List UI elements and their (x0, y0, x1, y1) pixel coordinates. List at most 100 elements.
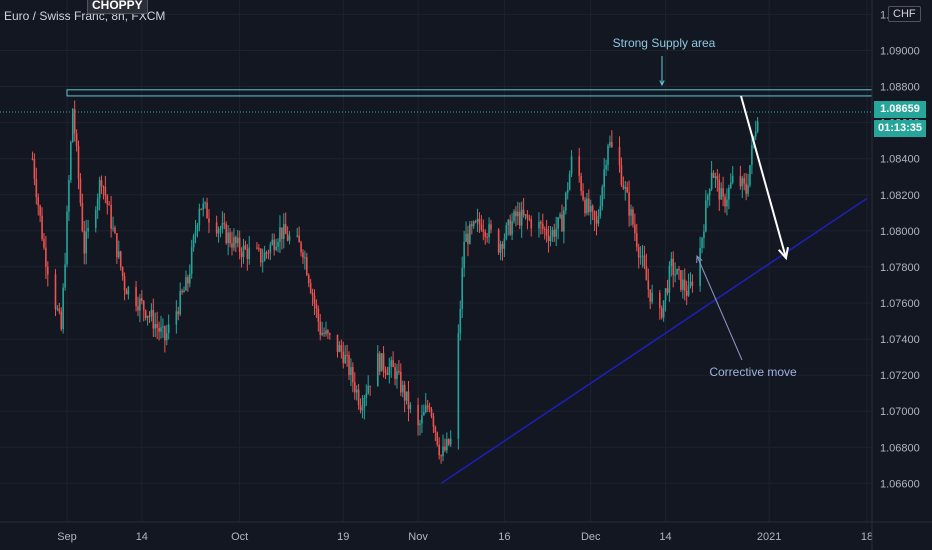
ascending-trendline[interactable] (440, 197, 868, 485)
candle-body (409, 404, 412, 409)
candle-body (555, 228, 558, 237)
supply-zone-rectangle[interactable] (66, 89, 873, 97)
candle-body (488, 224, 490, 238)
candle-body (524, 214, 527, 216)
candle-body (705, 200, 707, 232)
candle-body (530, 219, 533, 229)
candle-body (480, 224, 483, 230)
candle-body (685, 290, 688, 296)
candle-body (329, 333, 331, 335)
candle-body (66, 211, 68, 265)
candle-body (394, 367, 396, 379)
projection-arrow-head (777, 246, 789, 261)
candle-body (672, 258, 675, 275)
candle-body (215, 222, 218, 234)
candle-body (64, 264, 66, 288)
candle-body (367, 385, 369, 394)
candle-body (154, 324, 157, 329)
candle-body (578, 156, 581, 176)
candle-body (267, 252, 270, 254)
x-tick-label: 14 (659, 531, 671, 543)
candle-body (119, 251, 122, 268)
candle-body (31, 158, 34, 160)
candle-body (288, 235, 291, 241)
candle-body (628, 192, 630, 216)
candle-body (378, 353, 381, 372)
candle-body (175, 311, 178, 325)
candle-body (137, 306, 139, 311)
candle-body (79, 178, 82, 203)
candle-body (196, 224, 199, 232)
candle-body (405, 391, 408, 401)
candle-body (369, 385, 371, 387)
candle-body (589, 205, 592, 213)
candle-body (380, 353, 383, 372)
candle-body (703, 231, 705, 239)
choppy-badge: CHOPPY (87, 0, 148, 14)
candle-body (162, 326, 164, 328)
candle-body (150, 309, 153, 317)
candle-body (751, 144, 753, 166)
candle-body (148, 315, 151, 317)
currency-button[interactable]: CHF (888, 6, 921, 22)
candle-body (217, 229, 220, 234)
y-tick-label: 1.09000 (880, 45, 920, 57)
candle-body (434, 426, 437, 433)
candle-body (528, 218, 531, 220)
candle-body (258, 248, 260, 250)
candle-body (444, 446, 446, 451)
candle-body (436, 432, 439, 445)
candle-body (342, 351, 345, 364)
candle-body (599, 206, 602, 216)
candle-body (56, 308, 59, 310)
candle-body (609, 142, 611, 146)
candle-body (603, 169, 605, 187)
candle-body (637, 247, 640, 258)
projection-arrow[interactable] (740, 95, 787, 259)
candle-body (302, 252, 304, 258)
candle-body (142, 300, 145, 311)
candle-body (538, 221, 540, 229)
candle-body (497, 229, 500, 253)
candle-body (745, 183, 747, 194)
candle-body (630, 209, 632, 216)
y-tick-label: 1.07400 (880, 334, 920, 346)
candle-body (265, 252, 268, 254)
candle-body (317, 308, 320, 322)
candle-body (501, 244, 504, 249)
candle-body (259, 248, 262, 263)
candle-body (386, 373, 389, 375)
y-tick-label: 1.08000 (880, 226, 920, 238)
candle-body (626, 187, 628, 193)
candle-body (81, 202, 84, 231)
candle-body (192, 236, 195, 248)
candle-body (570, 156, 573, 174)
candle-body (551, 229, 554, 237)
candle-body (449, 438, 452, 445)
candle-body (561, 214, 563, 232)
candle-body (139, 298, 141, 311)
candle-body (298, 235, 300, 243)
candle-body (553, 229, 556, 237)
candle-body (547, 235, 550, 242)
candle-body (597, 215, 600, 224)
candle-body (459, 308, 462, 334)
candle-body (749, 165, 751, 186)
supply-area-label: Strong Supply area (613, 36, 716, 50)
candle-body (71, 109, 74, 143)
candle-body (352, 367, 354, 383)
candle-body (565, 192, 567, 211)
candle-body (340, 345, 343, 352)
candle-body (94, 210, 97, 228)
candle-body (365, 393, 368, 398)
candle-body (708, 189, 711, 196)
candle-body (440, 455, 442, 457)
candle-body (586, 198, 588, 214)
candle-body (54, 274, 57, 310)
candle-body (398, 371, 400, 373)
candle-body (728, 187, 730, 200)
candle-body (229, 232, 231, 244)
candle-body (490, 224, 492, 230)
candle-body (313, 295, 316, 304)
